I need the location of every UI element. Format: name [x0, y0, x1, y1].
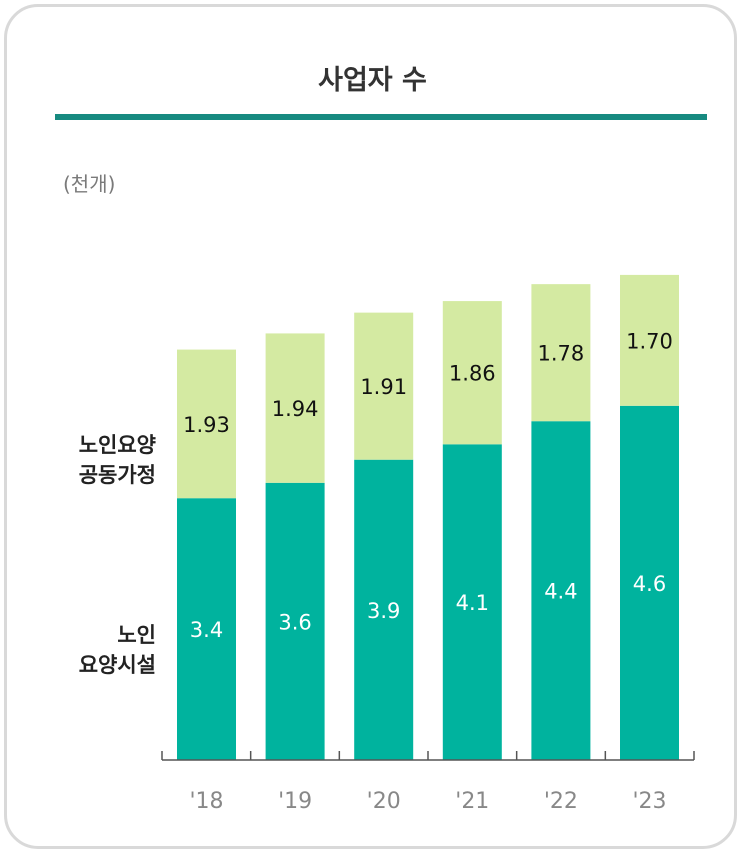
x-tick-label-20: '20: [367, 789, 401, 814]
bar-top-value-label-23: 1.70: [626, 329, 673, 353]
bar-top-segment-22: [531, 284, 591, 422]
bar-top-value-label-21: 1.86: [449, 362, 496, 386]
bar-bottom-value-label-23: 4.6: [633, 572, 666, 596]
bar-top-segment-23: [620, 274, 679, 406]
bar-bottom-segment-21: [442, 444, 502, 760]
bar-top-segment-20: [354, 312, 414, 460]
x-tick-label-23: '23: [632, 789, 666, 814]
x-tick-label-21: '21: [455, 789, 489, 814]
bar-bottom-value-label-19: 3.6: [278, 610, 311, 634]
legend-bottom-series-line1: 노인: [117, 623, 156, 647]
bar-bottom-segment-18: [177, 498, 236, 760]
bar-bottom-value-label-18: 3.4: [190, 618, 223, 642]
legend-bottom-series: 노인 요양시설: [79, 620, 156, 680]
bar-top-value-label-18: 1.93: [183, 413, 230, 437]
chart-title: 사업자 수: [318, 65, 427, 96]
legend-top-series-line2: 공동가정: [78, 463, 156, 487]
bar-bottom-segment-22: [531, 421, 591, 760]
bar-bottom-value-label-21: 4.1: [456, 591, 489, 615]
bar-top-value-label-19: 1.94: [272, 397, 319, 421]
bar-bottom-value-label-20: 3.9: [367, 599, 400, 623]
legend-bottom-series-line2: 요양시설: [78, 653, 156, 677]
bar-bottom-value-label-22: 4.4: [544, 580, 577, 604]
legend-top-series: 노인요양 공동가정: [79, 430, 156, 490]
legend-top-series-line1: 노인요양: [78, 433, 156, 457]
bar-top-segment-21: [442, 301, 502, 445]
bar-top-value-label-22: 1.78: [538, 342, 585, 366]
unit-label: (천개): [63, 172, 116, 196]
x-tick-label-19: '19: [278, 789, 312, 814]
bar-bottom-segment-20: [354, 459, 414, 760]
x-tick-label-22: '22: [544, 789, 578, 814]
bar-top-segment-19: [265, 333, 325, 483]
bar-bottom-segment-19: [265, 482, 325, 760]
title-underline: [55, 114, 707, 120]
bar-top-value-label-20: 1.91: [360, 375, 407, 399]
x-tick-label-18: '18: [189, 789, 223, 814]
bar-top-segment-18: [177, 349, 236, 499]
bar-bottom-segment-23: [620, 405, 679, 760]
